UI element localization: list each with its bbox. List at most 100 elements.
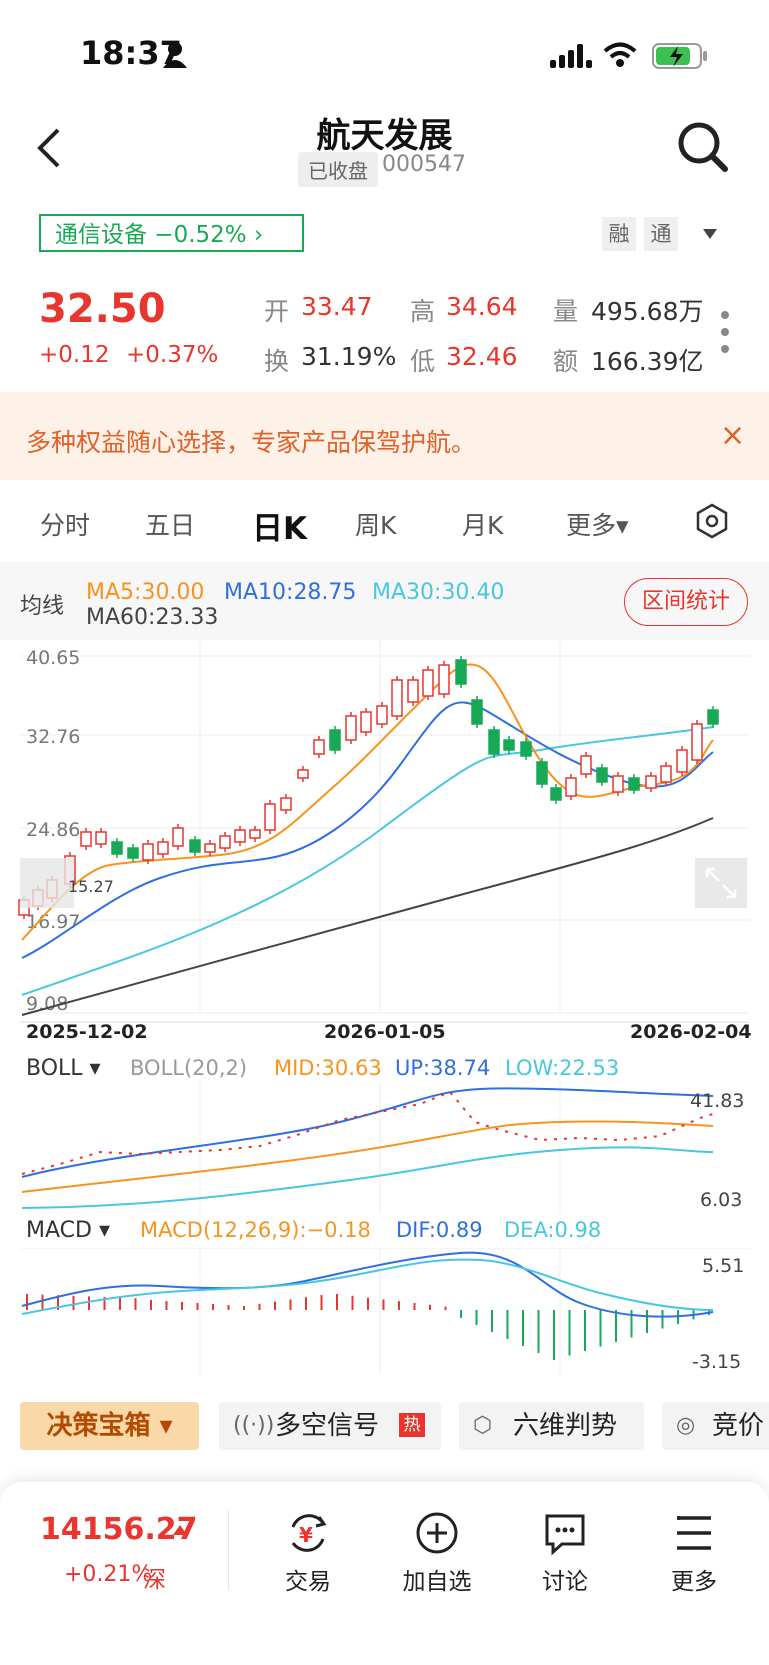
tab-more[interactable]: 更多▾ — [566, 511, 629, 540]
candle — [360, 711, 372, 733]
candle — [264, 803, 276, 831]
search-icon[interactable] — [676, 120, 730, 174]
candle — [645, 775, 657, 789]
boll-low: LOW:22.53 — [505, 1056, 620, 1080]
boll-chart[interactable]: 41.83 6.03 — [0, 1082, 769, 1214]
promo-banner[interactable] — [0, 392, 769, 480]
signal-radio-icon: ((·)) — [233, 1413, 275, 1438]
tab-five-day[interactable]: 五日 — [145, 511, 196, 540]
volume-value: 495.68万 — [591, 297, 704, 326]
bid-button[interactable]: ◎ 竞价 — [662, 1402, 769, 1450]
footer-divider — [228, 1510, 229, 1590]
discuss-icon[interactable] — [542, 1510, 588, 1556]
boll-selector[interactable]: BOLL ▾ — [26, 1056, 101, 1081]
macd-bar — [522, 1310, 524, 1346]
candle — [142, 843, 154, 861]
macd-chart[interactable]: 5.51 -3.15 — [0, 1248, 769, 1374]
bid-icon: ◎ — [676, 1413, 696, 1438]
tab-daily-k[interactable]: 日K — [252, 511, 308, 547]
macd-bar — [258, 1303, 261, 1310]
decision-box-button[interactable]: 决策宝箱 ▾ — [20, 1402, 199, 1450]
settings-hexagon-icon[interactable] — [694, 503, 730, 539]
volume-label: 量 — [553, 297, 579, 326]
tab-weekly-k[interactable]: 周K — [355, 511, 397, 540]
candle — [565, 777, 577, 797]
more-label[interactable]: 更多 — [671, 1569, 717, 1595]
rong-pill[interactable]: 融 — [602, 217, 636, 251]
candle — [249, 829, 261, 839]
x-label-mid: 2026-01-05 — [324, 1021, 446, 1043]
candle — [422, 669, 434, 697]
add-watchlist-icon[interactable] — [414, 1510, 460, 1556]
macd-selector[interactable]: MACD ▾ — [26, 1218, 110, 1243]
boll-low-line — [21, 1146, 714, 1209]
y-label-top: 40.65 — [26, 647, 80, 669]
macd-bar — [320, 1295, 323, 1310]
wifi-icon — [603, 42, 637, 67]
tab-intraday[interactable]: 分时 — [40, 511, 91, 540]
candle — [628, 777, 640, 791]
candle — [596, 767, 608, 783]
macd-params: MACD(12,26,9):−0.18 — [140, 1218, 371, 1242]
market-status-badge: 已收盘 — [298, 152, 378, 187]
back-icon[interactable] — [34, 126, 64, 170]
dropdown-icon[interactable] — [702, 228, 718, 240]
candle — [580, 755, 592, 775]
macd-bar — [212, 1304, 214, 1310]
trade-label[interactable]: 交易 — [285, 1569, 331, 1595]
expand-button[interactable] — [695, 858, 747, 908]
more-vertical-icon[interactable] — [718, 310, 732, 354]
candle — [189, 839, 201, 853]
ma30-line — [21, 726, 714, 996]
macd-bar — [150, 1300, 152, 1310]
candle — [80, 831, 92, 847]
add-watchlist-label[interactable]: 加自选 — [402, 1569, 472, 1595]
macd-bar — [227, 1305, 230, 1310]
more-menu-icon[interactable] — [671, 1510, 717, 1556]
candle — [234, 829, 246, 843]
tong-pill[interactable]: 通 — [644, 217, 678, 251]
candle — [707, 709, 719, 725]
index-value[interactable]: 14156.27 — [40, 1512, 198, 1547]
ma60-line — [21, 817, 714, 1016]
range-stats-button[interactable]: 区间统计 — [624, 578, 748, 626]
candle — [127, 847, 139, 859]
up-arrow-icon — [173, 1525, 187, 1535]
hot-badge: 热 — [399, 1413, 425, 1437]
close-icon[interactable]: × — [720, 418, 746, 453]
long-short-signal-button[interactable]: ((·)) 多空信号 热 — [219, 1402, 441, 1450]
industry-tag[interactable]: 通信设备 −0.52% › — [39, 214, 304, 252]
candle — [376, 705, 388, 725]
six-dimension-button[interactable]: ⬡ 六维判势 — [459, 1402, 644, 1450]
candle — [329, 729, 341, 751]
bottom-bar — [0, 1482, 769, 1665]
candle — [219, 835, 231, 849]
macd-bar — [599, 1310, 602, 1347]
macd-bar — [181, 1302, 183, 1310]
candle — [111, 841, 123, 855]
banner-text: 多种权益随心选择，专家产品保驾护航。 — [26, 428, 477, 457]
macd-bar — [57, 1295, 59, 1310]
macd-bar — [351, 1295, 354, 1310]
macd-bar — [134, 1298, 137, 1310]
macd-bar — [305, 1297, 307, 1310]
kline-chart[interactable]: 40.65 32.76 24.86 16.97 9.08 15.27 2025-… — [0, 640, 769, 1050]
dif-line — [21, 1251, 714, 1318]
person-icon — [163, 42, 187, 68]
macd-bar — [646, 1310, 648, 1333]
macd-bar — [398, 1301, 400, 1310]
tab-monthly-k[interactable]: 月K — [462, 511, 504, 540]
macd-bar — [41, 1294, 44, 1310]
macd-bar — [475, 1310, 478, 1325]
candle — [280, 797, 292, 811]
expand-icon — [705, 867, 737, 899]
battery-icon — [652, 43, 707, 69]
discuss-label[interactable]: 讨论 — [542, 1569, 588, 1595]
x-label-start: 2025-12-02 — [26, 1021, 148, 1043]
trade-icon[interactable]: ¥ — [285, 1510, 331, 1556]
candle — [95, 831, 107, 845]
y-label-bottom: 9.08 — [26, 993, 68, 1015]
low-label: 低 — [410, 347, 436, 376]
macd-bar — [289, 1299, 292, 1310]
macd-bar — [537, 1310, 540, 1353]
